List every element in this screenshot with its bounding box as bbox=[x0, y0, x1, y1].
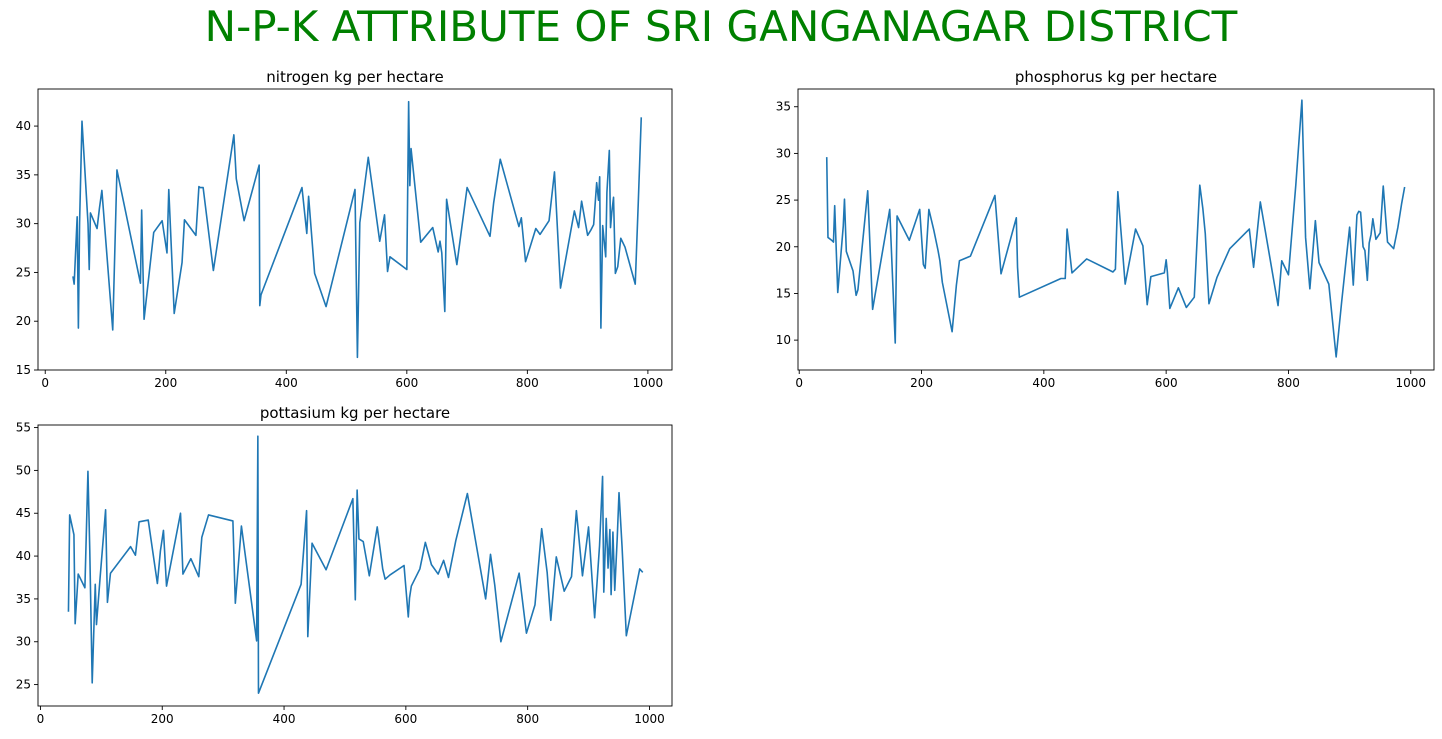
nitrogen-y-tick-label: 15 bbox=[16, 363, 31, 377]
pottasium-title: pottasium kg per hectare bbox=[260, 404, 450, 422]
nitrogen-y-tick-label: 40 bbox=[16, 119, 31, 133]
nitrogen-x-tick-label: 200 bbox=[154, 376, 177, 390]
phosphorus-y-tick-label: 10 bbox=[776, 333, 791, 347]
phosphorus-y-tick-label: 25 bbox=[776, 193, 791, 207]
nitrogen-axes: nitrogen kg per hectare 0 200 400 600 800 1000… bbox=[16, 68, 673, 390]
phosphorus-y-tick-label: 30 bbox=[776, 146, 791, 160]
pottasium-x-tick-label: 1000 bbox=[634, 712, 665, 726]
pottasium-axes: pottasium kg per hectare 0 200 400 600 800 100… bbox=[16, 404, 673, 726]
nitrogen-y-tick-label: 20 bbox=[16, 314, 31, 328]
phosphorus-axes-frame bbox=[797, 88, 1435, 371]
phosphorus-title: phosphorus kg per hectare bbox=[1015, 68, 1217, 86]
pottasium-x-tick-label: 0 bbox=[37, 712, 45, 726]
nitrogen-x-tick-label: 800 bbox=[516, 376, 539, 390]
phosphorus-x-tick-label: 400 bbox=[1032, 376, 1055, 390]
pottasium-x-tick-label: 400 bbox=[273, 712, 296, 726]
nitrogen-y-tick-label: 25 bbox=[16, 265, 31, 279]
phosphorus-axes: phosphorus kg per hectare 0 200 400 600 800 10… bbox=[776, 68, 1435, 390]
pottasium-x-tick-label: 600 bbox=[394, 712, 417, 726]
nitrogen-title: nitrogen kg per hectare bbox=[266, 68, 443, 86]
phosphorus-series-line bbox=[825, 99, 1406, 358]
pottasium-axes-frame bbox=[37, 424, 673, 707]
pottasium-y-tick-label: 35 bbox=[16, 592, 31, 606]
pottasium-y-tick-label: 55 bbox=[16, 421, 31, 435]
pottasium-x-tick-label: 200 bbox=[151, 712, 174, 726]
nitrogen-x-tick-label: 600 bbox=[395, 376, 418, 390]
phosphorus-x-tick-label: 1000 bbox=[1395, 376, 1426, 390]
figure-suptitle: N-P-K ATTRIBUTE OF SRI GANGANAGAR DISTRI… bbox=[204, 2, 1238, 51]
phosphorus-x-tick-label: 0 bbox=[795, 376, 803, 390]
pottasium-y-tick-label: 25 bbox=[16, 678, 31, 692]
pottasium-y-tick-label: 50 bbox=[16, 463, 31, 477]
nitrogen-x-tick-label: 0 bbox=[41, 376, 49, 390]
nitrogen-series-line bbox=[72, 100, 643, 359]
phosphorus-x-tick-label: 200 bbox=[910, 376, 933, 390]
phosphorus-x-tick-label: 600 bbox=[1155, 376, 1178, 390]
phosphorus-y-tick-label: 15 bbox=[776, 286, 791, 300]
phosphorus-y-tick-label: 35 bbox=[776, 100, 791, 114]
nitrogen-x-tick-label: 1000 bbox=[633, 376, 664, 390]
nitrogen-axes-frame bbox=[37, 88, 673, 371]
phosphorus-y-tick-label: 20 bbox=[776, 240, 791, 254]
nitrogen-y-tick-label: 35 bbox=[16, 168, 31, 182]
pottasium-y-tick-label: 30 bbox=[16, 635, 31, 649]
pottasium-x-tick-label: 800 bbox=[516, 712, 539, 726]
nitrogen-x-tick-label: 400 bbox=[275, 376, 298, 390]
pottasium-y-tick-label: 40 bbox=[16, 549, 31, 563]
pottasium-series-line bbox=[67, 435, 644, 694]
nitrogen-y-tick-label: 30 bbox=[16, 217, 31, 231]
pottasium-y-tick-label: 45 bbox=[16, 506, 31, 520]
phosphorus-x-tick-label: 800 bbox=[1277, 376, 1300, 390]
